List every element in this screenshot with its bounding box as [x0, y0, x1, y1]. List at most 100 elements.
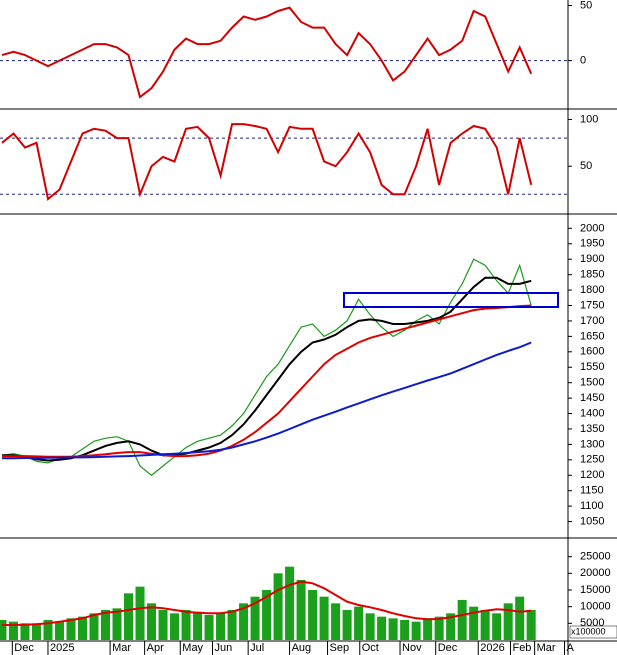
plot	[1, 258, 532, 477]
line	[2, 580, 532, 626]
x-tick-label: Sep	[330, 642, 350, 654]
y-tick-label: 1500	[580, 377, 604, 389]
bar	[388, 618, 398, 640]
bar	[400, 620, 410, 640]
y-tick-label: 1200	[580, 469, 604, 481]
y-tick-label: 25000	[580, 551, 611, 563]
plot	[0, 566, 536, 640]
panel: 100 50	[0, 113, 617, 215]
bar	[170, 613, 180, 640]
line	[1, 123, 533, 201]
y-tick-label: 10000	[580, 601, 611, 613]
bar	[20, 623, 30, 640]
y-tick-label: 1300	[580, 438, 604, 450]
bar	[423, 618, 433, 640]
line	[1, 6, 533, 99]
x-tick-label: Oct	[362, 642, 379, 654]
bar	[216, 613, 226, 640]
bar	[480, 610, 490, 640]
y-tick-label: 50	[580, 160, 592, 172]
y-tick-label: 1750	[580, 299, 604, 311]
y-tick-label: 100	[580, 113, 598, 125]
bar	[319, 596, 329, 640]
y-tick-label: 1250	[580, 454, 604, 466]
y-tick-label: 50	[580, 0, 592, 11]
bar	[250, 596, 260, 640]
bar	[8, 621, 18, 640]
bar	[112, 608, 122, 640]
bar	[503, 603, 513, 640]
bar	[365, 613, 375, 640]
bar	[285, 566, 295, 640]
bar	[0, 620, 7, 640]
y-tick-label: 1100	[580, 500, 604, 512]
bar	[262, 590, 272, 640]
bar	[77, 616, 87, 640]
y-tick-label: 1450	[580, 392, 604, 404]
panel: 1050 1100 1150 1200 1250 1300 1350 1400 1450 1500…	[0, 222, 617, 539]
line	[2, 304, 532, 458]
y-tick-label: 1800	[580, 284, 604, 296]
y-tick-label: 1850	[580, 269, 604, 281]
y-tick-label: 0	[580, 55, 586, 67]
bar	[193, 611, 203, 640]
y-tick-label: 1650	[580, 330, 604, 342]
bar	[526, 610, 536, 640]
x-tick-label: Dec	[438, 642, 458, 654]
bar	[101, 610, 111, 640]
bar	[89, 613, 99, 640]
x-tick-label: Apr	[147, 642, 164, 654]
x-tick-label: Feb	[512, 642, 531, 654]
bar	[147, 603, 157, 640]
x-tick-label: Mar	[537, 642, 556, 654]
bar	[377, 616, 387, 640]
x-tick-label: A	[567, 642, 575, 654]
bar	[446, 613, 456, 640]
bar	[124, 593, 134, 640]
bar	[227, 610, 237, 640]
y-tick-label: 1950	[580, 238, 604, 250]
bar	[296, 580, 306, 640]
line	[2, 276, 532, 462]
bar	[515, 596, 525, 640]
plot	[1, 6, 533, 99]
bar	[273, 573, 283, 640]
bar	[239, 603, 249, 640]
bar	[204, 615, 214, 640]
x-tick-label: Dec	[14, 642, 34, 654]
bar	[31, 623, 41, 640]
x-tick-label: Nov	[402, 642, 422, 654]
y-tick-label: 15000	[580, 584, 611, 596]
y-tick-label: 1400	[580, 407, 604, 419]
y-tick-label: 1700	[580, 315, 604, 327]
bar	[54, 621, 64, 640]
bar	[135, 586, 145, 640]
bar	[331, 603, 341, 640]
bar	[492, 613, 502, 640]
x-tick-label: Jul	[250, 642, 264, 654]
y-tick-label: 2000	[580, 222, 604, 234]
bar	[434, 616, 444, 640]
zone-box	[343, 292, 559, 308]
x-tick-label: Aug	[292, 642, 312, 654]
y-tick-label: 20000	[580, 567, 611, 579]
bar	[66, 618, 76, 640]
bar	[469, 606, 479, 640]
bar	[181, 610, 191, 640]
x-tick-label: 2026	[480, 642, 504, 654]
x-tick-label: Jun	[214, 642, 232, 654]
bar	[411, 621, 421, 640]
line	[2, 341, 532, 460]
y-tick-label: 1550	[580, 361, 604, 373]
bar	[158, 610, 168, 640]
y-tick-label: 1600	[580, 346, 604, 358]
unit-label-bg	[569, 625, 617, 639]
y-tick-label: 1050	[580, 515, 604, 527]
panel: 50 0	[0, 0, 617, 110]
bar	[354, 606, 364, 640]
plot	[1, 123, 533, 201]
